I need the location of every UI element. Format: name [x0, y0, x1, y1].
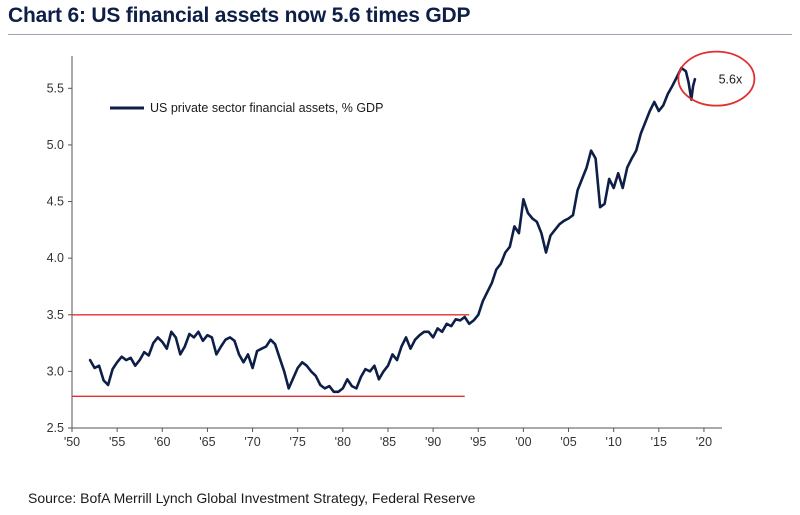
x-tick-label: '10 — [606, 435, 622, 449]
annotation-label: 5.6x — [719, 73, 743, 87]
x-tick-label: '20 — [696, 435, 712, 449]
x-tick-label: '65 — [199, 435, 215, 449]
x-tick-label: '85 — [380, 435, 396, 449]
series-line — [88, 66, 697, 394]
y-tick-label: 4.5 — [47, 195, 64, 209]
x-tick-label: '80 — [335, 435, 351, 449]
source-note: Source: BofA Merrill Lynch Global Invest… — [28, 490, 476, 506]
y-tick-label: 5.5 — [47, 81, 64, 95]
y-tick-label: 2.5 — [47, 421, 64, 435]
y-tick-label: 3.0 — [47, 364, 64, 378]
x-tick-label: '55 — [109, 435, 125, 449]
x-tick-label: '95 — [470, 435, 486, 449]
y-tick-label: 3.5 — [47, 308, 64, 322]
x-tick-label: '70 — [244, 435, 260, 449]
x-tick-label: '60 — [154, 435, 170, 449]
x-tick-label: '50 — [64, 435, 80, 449]
x-tick-label: '05 — [560, 435, 576, 449]
legend-label: US private sector financial assets, % GD… — [150, 101, 383, 115]
annotation-circle — [677, 50, 756, 107]
chart-title: Chart 6: US financial assets now 5.6 tim… — [8, 4, 471, 27]
x-tick-label: '00 — [515, 435, 531, 449]
y-tick-label: 5.0 — [47, 138, 64, 152]
x-tick-label: '75 — [290, 435, 306, 449]
title-divider — [8, 34, 792, 35]
y-tick-label: 4.0 — [47, 251, 64, 265]
x-tick-label: '15 — [651, 435, 667, 449]
x-tick-label: '90 — [425, 435, 441, 449]
